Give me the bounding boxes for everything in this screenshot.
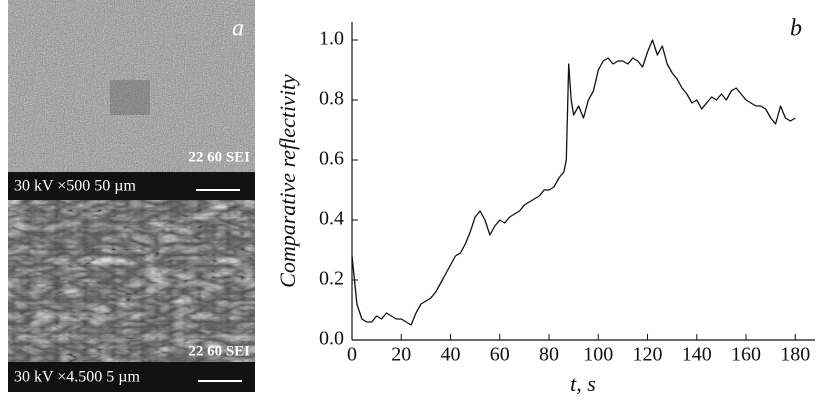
x-tick-label: 100 xyxy=(583,344,613,366)
x-tick-label: 80 xyxy=(539,344,559,366)
y-tick-label: 0.0 xyxy=(319,328,344,350)
x-tick-label: 120 xyxy=(633,344,663,366)
sem-texture xyxy=(8,0,255,172)
x-tick-label: 20 xyxy=(391,344,411,366)
x-tick-label: 40 xyxy=(441,344,461,366)
y-tick-label: 0.4 xyxy=(319,208,344,230)
panel-letter: a xyxy=(232,16,244,42)
sem-code: 22 60 SEI xyxy=(188,149,250,165)
sem-code: 22 60 SEI xyxy=(188,343,250,359)
y-tick-label: 0.6 xyxy=(319,148,344,170)
sem-texture xyxy=(8,200,255,362)
x-tick-label: 60 xyxy=(490,344,510,366)
panel-letter: b xyxy=(790,16,802,42)
data-line xyxy=(351,39,796,326)
x-tick-label: 160 xyxy=(731,344,761,366)
x-axis-title: t, s xyxy=(570,371,596,396)
x-tick-label: 0 xyxy=(347,344,357,366)
sem-spot xyxy=(110,80,150,115)
x-tick-label: 180 xyxy=(780,344,810,366)
sem-caption: 30 kV ×500 50 µm xyxy=(14,178,137,195)
y-tick-label: 0.2 xyxy=(319,268,344,290)
y-tick-label: 1.0 xyxy=(319,28,344,50)
x-tick-label: 140 xyxy=(682,344,712,366)
y-axis-title: Comparative reflectivity xyxy=(275,74,300,288)
caption-bar xyxy=(8,362,255,392)
caption-bar xyxy=(8,172,255,200)
sem-caption: 30 kV ×4.500 5 µm xyxy=(14,369,141,386)
y-tick-label: 0.8 xyxy=(319,88,344,110)
